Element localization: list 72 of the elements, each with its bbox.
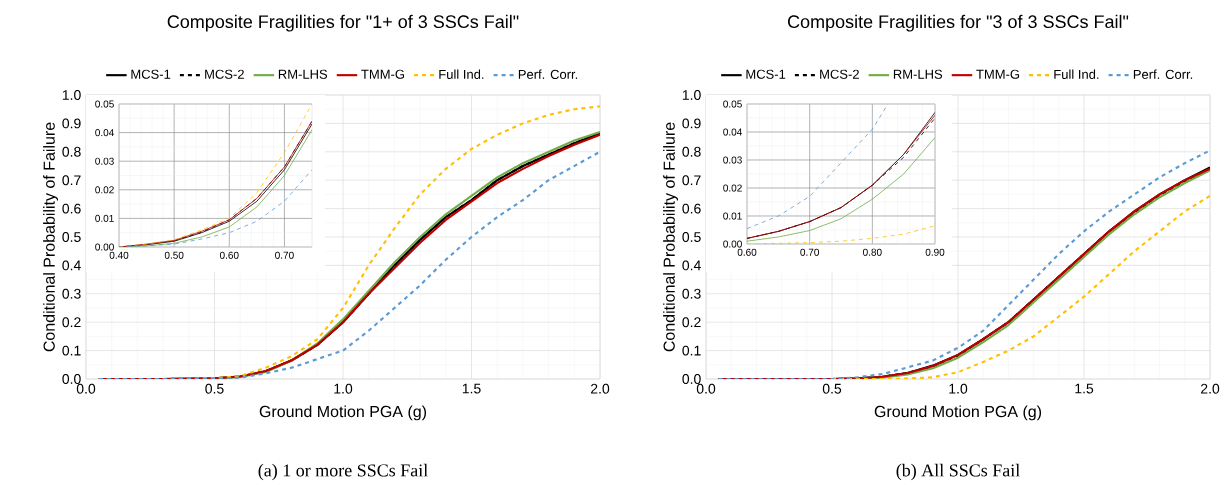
y-tick-label: 0.9 <box>62 118 81 129</box>
x-tick-label: 2.0 <box>1201 383 1220 394</box>
x-tick-label: 1.0 <box>949 383 968 394</box>
legend-label: Perf. Corr. <box>518 69 578 79</box>
y-tick-label: 0.01 <box>723 212 742 220</box>
x-tick-label: 0.60 <box>737 248 757 256</box>
x-tick-label: 0.90 <box>925 248 945 256</box>
y-tick-label: 0.00 <box>723 240 742 248</box>
chart-title: Composite Fragilities for "3 of 3 SSCs Fail" <box>787 14 1129 32</box>
legend-label: TMM-G <box>361 69 405 79</box>
y-axis-title: Conditional Probability of Failure <box>43 122 59 352</box>
y-tick-label: 0.01 <box>95 214 114 222</box>
y-tick-label: 0.5 <box>682 232 701 242</box>
y-axis-title: Conditional Probability of Failure <box>663 122 679 352</box>
y-tick-label: 1.0 <box>62 90 81 100</box>
x-tick-label: 0.70 <box>800 248 820 256</box>
y-tick-label: 0.03 <box>723 156 742 164</box>
x-tick-label: 0.5 <box>205 383 224 394</box>
legend-label: MCS-1 <box>746 69 786 79</box>
y-tick-label: 0.7 <box>62 175 81 186</box>
legend-label: RM-LHS <box>893 69 943 79</box>
y-tick-label: 0.4 <box>682 260 701 271</box>
x-tick-label: 1.5 <box>462 383 481 394</box>
x-axis-title: Ground Motion PGA (g) <box>259 405 427 421</box>
y-tick-label: 0.04 <box>723 128 743 136</box>
y-tick-label: 0.0 <box>62 374 81 384</box>
x-tick-label: 1.5 <box>1075 383 1094 394</box>
y-tick-label: 0.02 <box>723 184 742 192</box>
y-tick-label: 0.05 <box>723 100 742 108</box>
y-tick-label: 0.0 <box>682 374 701 384</box>
y-tick-label: 0.8 <box>682 146 701 157</box>
y-tick-label: 0.03 <box>95 157 114 165</box>
y-tick-label: 0.6 <box>62 203 81 214</box>
x-tick-label: 0.0 <box>76 383 96 394</box>
y-tick-label: 0.04 <box>95 129 114 137</box>
text: (a) 1 or more SSCs Fail <box>258 463 428 481</box>
x-tick-label: 1.0 <box>334 383 353 394</box>
y-tick-label: 0.1 <box>682 345 701 356</box>
x-tick-label: 0.0 <box>696 383 716 394</box>
y-tick-label: 1.0 <box>682 90 701 100</box>
legend-label: MCS-1 <box>131 69 171 79</box>
x-tick-label: 0.60 <box>219 251 239 259</box>
y-tick-label: 0.3 <box>682 288 701 299</box>
y-tick-label: 0.00 <box>95 243 114 251</box>
y-tick-label: 0.5 <box>62 232 81 242</box>
y-tick-label: 0.4 <box>62 260 81 271</box>
legend-label: MCS-2 <box>205 69 244 79</box>
y-tick-label: 0.02 <box>95 186 114 194</box>
x-tick-label: 0.80 <box>863 248 882 256</box>
y-tick-label: 0.05 <box>95 100 114 108</box>
legend-label: MCS-2 <box>820 69 859 79</box>
legend-label: Full Ind. <box>439 69 484 79</box>
y-tick-label: 0.7 <box>682 175 701 186</box>
x-axis-title: Ground Motion PGA (g) <box>874 405 1042 421</box>
x-tick-label: 2.0 <box>590 383 610 394</box>
legend-label: Full Ind. <box>1054 69 1099 79</box>
y-tick-label: 0.2 <box>62 317 81 328</box>
legend-label: Perf. Corr. <box>1133 69 1193 79</box>
legend-label: RM-LHS <box>278 69 328 79</box>
y-tick-label: 0.9 <box>682 118 701 129</box>
text: (b) All SSCs Fail <box>896 463 1020 481</box>
y-tick-label: 0.1 <box>62 345 81 356</box>
y-tick-label: 0.6 <box>682 203 701 214</box>
chart-title: Composite Fragilities for "1+ of 3 SSCs Fail" <box>167 14 519 32</box>
y-tick-label: 0.3 <box>62 288 81 299</box>
y-tick-label: 0.8 <box>62 146 81 157</box>
x-tick-label: 0.50 <box>164 251 184 259</box>
x-tick-label: 0.40 <box>109 251 129 259</box>
y-tick-label: 0.2 <box>682 317 701 328</box>
legend-label: TMM-G <box>976 69 1020 79</box>
x-tick-label: 0.70 <box>275 251 294 259</box>
x-tick-label: 0.5 <box>822 383 842 394</box>
